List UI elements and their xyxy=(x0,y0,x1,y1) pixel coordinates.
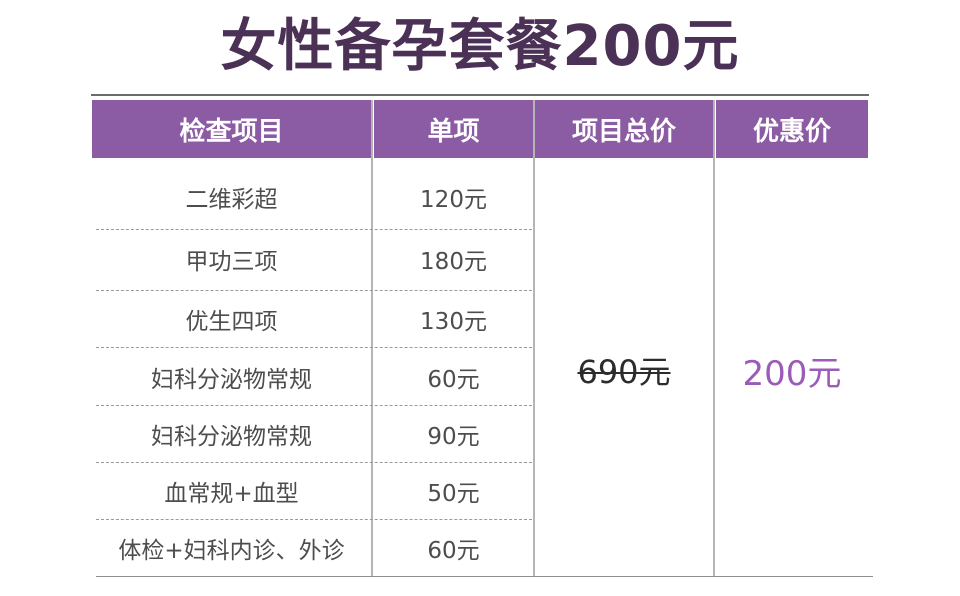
row-separator xyxy=(96,462,532,463)
row-separator xyxy=(96,290,532,291)
discount-price-value: 200元 xyxy=(742,353,842,394)
row-item-name: 妇科分泌物常规 xyxy=(151,366,312,393)
row-item-name: 二维彩超 xyxy=(185,187,278,213)
header-total-price: 项目总价 xyxy=(535,100,713,158)
row-item-name: 血常规+血型 xyxy=(164,481,299,507)
row-item-name: 妇科分泌物常规 xyxy=(151,424,312,450)
row-item-name: 体检+妇科内诊、外诊 xyxy=(118,538,345,564)
table-top-border xyxy=(91,94,869,96)
column-divider xyxy=(713,100,715,577)
row-separator xyxy=(96,405,532,406)
row-item-price: 120元 xyxy=(420,187,487,213)
total-price-value: 690元 xyxy=(577,353,671,391)
header-discount-price: 优惠价 xyxy=(716,100,868,158)
row-item-name: 甲功三项 xyxy=(185,249,278,275)
header-item: 检查项目 xyxy=(92,100,371,158)
row-item-price: 60元 xyxy=(427,538,480,564)
row-item-price: 90元 xyxy=(427,424,480,450)
row-separator xyxy=(96,229,532,230)
table-bottom-border xyxy=(96,576,873,577)
row-item-price: 180元 xyxy=(420,249,487,275)
column-divider xyxy=(371,100,373,577)
row-separator xyxy=(96,347,532,348)
row-separator xyxy=(96,519,532,520)
row-item-price: 50元 xyxy=(427,481,480,507)
row-item-name: 优生四项 xyxy=(185,309,278,335)
total-price-strikethrough: 690元 xyxy=(535,340,713,400)
header-unit-price: 单项 xyxy=(374,100,533,158)
row-item-price: 130元 xyxy=(420,309,487,335)
row-item-price: 60元 xyxy=(427,366,480,393)
column-divider xyxy=(533,100,535,577)
page-title: 女性备孕套餐200元 xyxy=(220,14,740,79)
